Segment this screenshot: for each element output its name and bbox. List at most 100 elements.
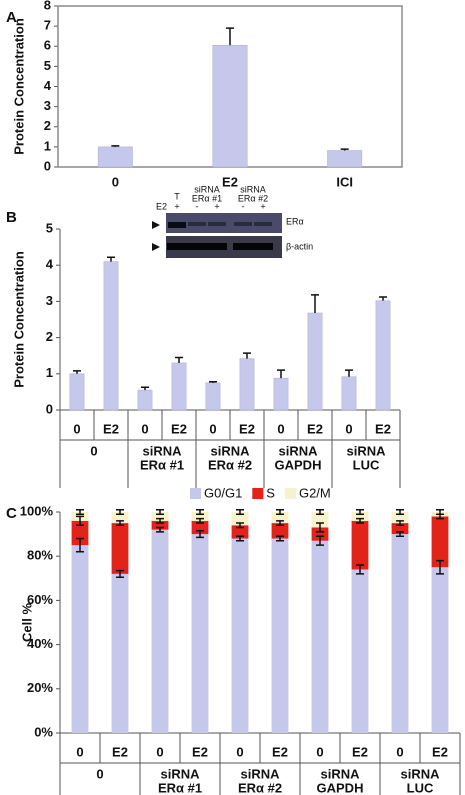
group-label: siRNA: [346, 443, 386, 458]
blot-band: [253, 243, 273, 250]
x-tick-label: E2: [432, 744, 448, 759]
y-axis-label: Protein Concentration: [11, 18, 26, 155]
x-tick-label: E2: [307, 421, 323, 436]
bar-segment: [431, 567, 449, 733]
group-label: 0: [96, 766, 103, 781]
y-tick-label: 6: [44, 38, 51, 53]
x-tick-label: E2: [171, 421, 187, 436]
bar: [273, 377, 289, 411]
group-label: siRNA: [278, 443, 318, 458]
x-tick-label: E2: [192, 744, 208, 759]
bar-segment: [71, 545, 89, 733]
bar-segment: [311, 540, 329, 733]
y-tick-label: 20%: [27, 680, 53, 695]
x-tick-label: 0: [156, 744, 163, 759]
bar-segment: [391, 512, 409, 524]
error-bar: [236, 509, 244, 515]
bar-segment: [231, 512, 249, 526]
error-bar: [277, 369, 285, 379]
y-tick-label: 80%: [27, 548, 53, 563]
bar: [205, 382, 221, 411]
group-label: siRNA: [320, 766, 360, 781]
inset-sign: -: [242, 201, 245, 211]
inset-header: ERα #2: [238, 193, 268, 203]
error-bar: [196, 517, 204, 524]
legend-swatch: [284, 488, 296, 499]
y-tick-label: 60%: [27, 592, 53, 607]
error-bar: [243, 352, 251, 359]
bar-segment: [351, 512, 369, 521]
error-bar: [156, 517, 164, 524]
legend-label: G0/G1: [204, 485, 242, 500]
band-arrow: [152, 221, 160, 229]
error-bar: [175, 356, 183, 363]
bar-segment: [71, 520, 89, 546]
group-label: ERα #2: [208, 457, 252, 472]
panel-label: A: [6, 9, 17, 26]
y-axis-label: Protein Concentration: [11, 251, 26, 388]
inset-header: siRNA: [194, 184, 220, 194]
error-bar: [116, 520, 124, 527]
x-tick-label: 0: [73, 421, 80, 436]
x-tick-label: 0: [209, 421, 216, 436]
x-tick-label: E2: [375, 421, 391, 436]
bar-segment: [271, 523, 289, 539]
blot-band: [168, 222, 186, 228]
group-label: siRNA: [400, 766, 440, 781]
bar-segment: [151, 529, 169, 733]
error-bar: [209, 381, 217, 383]
y-tick-label: 7: [44, 18, 51, 33]
x-tick-label: ICI: [336, 174, 353, 189]
bar-segment: [351, 569, 369, 733]
x-tick-label: 0: [112, 174, 119, 189]
y-tick-label: 0: [46, 401, 53, 416]
blot-band: [188, 222, 206, 226]
bar: [239, 358, 255, 411]
blot-band: [254, 222, 272, 226]
inset-header: T: [174, 191, 180, 201]
bar-segment: [391, 534, 409, 733]
y-tick-label: 1: [44, 138, 51, 153]
y-tick-label: 2: [46, 329, 53, 344]
error-bar: [356, 509, 364, 515]
error-bar: [226, 27, 234, 46]
error-bar: [156, 509, 164, 515]
group-label: GAPDH: [275, 457, 322, 472]
error-bar: [436, 509, 444, 515]
x-tick-label: E2: [239, 421, 255, 436]
error-bar: [356, 564, 364, 575]
y-tick-label: 40%: [27, 636, 53, 651]
y-tick-label: 5: [46, 220, 53, 235]
error-bar: [107, 256, 115, 262]
blot-band: [234, 222, 252, 226]
bar: [341, 376, 357, 411]
x-tick-label: E2: [222, 174, 238, 189]
inset-sign: -: [196, 201, 199, 211]
error-bar: [436, 559, 444, 575]
x-tick-label: 0: [396, 744, 403, 759]
group-label: siRNA: [210, 443, 250, 458]
x-tick-label: 0: [316, 744, 323, 759]
y-tick-label: 0%: [34, 724, 53, 739]
error-bar: [116, 509, 124, 515]
x-tick-label: E2: [103, 421, 119, 436]
x-tick-label: 0: [277, 421, 284, 436]
legend-swatch: [190, 488, 201, 499]
bar-segment: [191, 534, 209, 733]
bar-segment: [151, 512, 169, 521]
y-tick-label: 3: [46, 293, 53, 308]
blot-band: [167, 243, 187, 250]
bar: [375, 300, 391, 411]
bar-segment: [431, 516, 449, 568]
error-bar: [196, 530, 204, 539]
error-bar: [76, 537, 84, 553]
x-tick-label: 0: [345, 421, 352, 436]
error-bar: [196, 509, 204, 515]
group-label: LUC: [353, 457, 380, 472]
x-tick-label: 0: [236, 744, 243, 759]
legend-label: S: [266, 485, 275, 500]
error-bar: [156, 526, 164, 533]
bar-segment: [351, 520, 369, 570]
error-bar: [236, 535, 244, 542]
